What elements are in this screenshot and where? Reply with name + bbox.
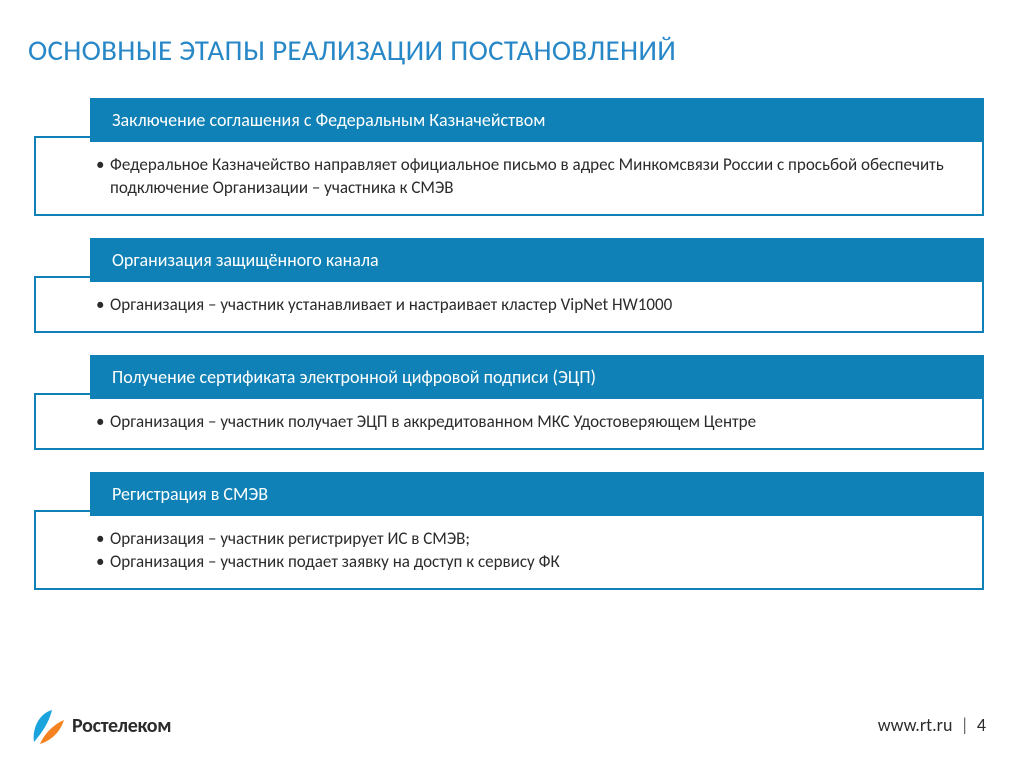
stage-body: Федеральное Казначейство направляет офиц…	[34, 136, 984, 216]
footer-url: www.rt.ru	[878, 714, 953, 736]
slide: ОСНОВНЫЕ ЭТАПЫ РЕАЛИЗАЦИИ ПОСТАНОВЛЕНИЙ …	[0, 0, 1024, 768]
stage-bullet: Организация – участник получает ЭЦП в ак…	[96, 411, 962, 434]
stage-3: Получение сертификата электронной цифров…	[34, 355, 984, 450]
stage-body: Организация – участник получает ЭЦП в ак…	[34, 393, 984, 450]
logo: Ростелеком	[30, 706, 171, 746]
page-number: 4	[977, 714, 986, 736]
footer-right: www.rt.ru | 4	[878, 714, 986, 736]
logo-text: Ростелеком	[72, 714, 171, 738]
stage-header: Регистрация в СМЭВ	[90, 472, 984, 516]
stage-header: Заключение соглашения с Федеральным Казн…	[90, 98, 984, 142]
stage-header: Получение сертификата электронной цифров…	[90, 355, 984, 399]
logo-ear-icon	[30, 706, 66, 746]
stage-bullet: Организация – участник подает заявку на …	[96, 551, 962, 574]
stage-4: Регистрация в СМЭВ Организация – участни…	[34, 472, 984, 590]
stage-bullet: Организация – участник устанавливает и н…	[96, 294, 962, 317]
stage-2: Организация защищённого канала Организац…	[34, 238, 984, 333]
stage-header: Организация защищённого канала	[90, 238, 984, 282]
page-title: ОСНОВНЫЕ ЭТАПЫ РЕАЛИЗАЦИИ ПОСТАНОВЛЕНИЙ	[28, 32, 996, 68]
stage-body: Организация – участник устанавливает и н…	[34, 276, 984, 333]
stage-1: Заключение соглашения с Федеральным Казн…	[34, 98, 984, 216]
stage-bullet: Организация – участник регистрирует ИС в…	[96, 528, 962, 551]
footer: Ростелеком www.rt.ru | 4	[0, 698, 1024, 746]
stage-bullet: Федеральное Казначейство направляет офиц…	[96, 154, 962, 200]
footer-separator: |	[961, 714, 969, 736]
stages-list: Заключение соглашения с Федеральным Казн…	[34, 98, 984, 590]
stage-body: Организация – участник регистрирует ИС в…	[34, 510, 984, 590]
